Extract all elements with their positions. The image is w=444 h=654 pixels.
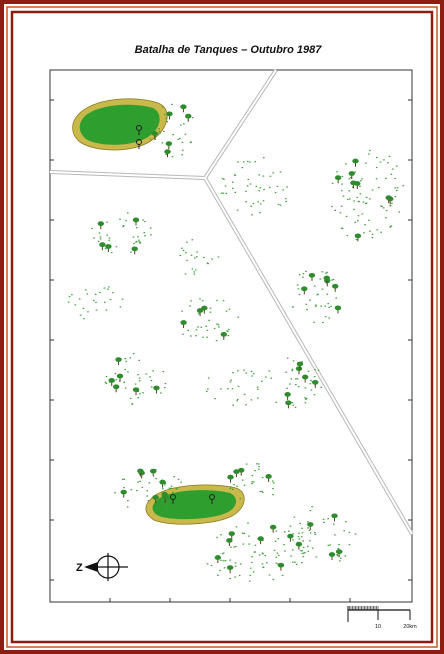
tree-icon bbox=[165, 141, 173, 150]
tree-icon bbox=[334, 175, 342, 184]
vegetation-cluster bbox=[91, 212, 152, 255]
tree-icon bbox=[285, 400, 292, 409]
tree-icon bbox=[159, 479, 166, 488]
tree-icon bbox=[328, 552, 336, 561]
tree-icon bbox=[350, 180, 357, 189]
tree-icon bbox=[97, 221, 105, 230]
vegetation-cluster bbox=[149, 103, 194, 158]
tree-icon bbox=[296, 361, 304, 370]
tree-icon bbox=[284, 392, 291, 400]
tree-icon bbox=[166, 111, 173, 120]
scale-label-20: 20km bbox=[403, 624, 417, 630]
tree-icon bbox=[312, 379, 319, 388]
tree-icon bbox=[287, 533, 294, 542]
tree-icon bbox=[185, 113, 192, 122]
tree-icon bbox=[153, 385, 160, 394]
tree-icon bbox=[180, 104, 187, 113]
tree-icon bbox=[385, 195, 392, 204]
vegetation-cluster bbox=[104, 353, 167, 405]
tree-icon bbox=[238, 467, 245, 476]
vegetation-cluster bbox=[220, 157, 288, 216]
tree-icon bbox=[226, 538, 233, 546]
tree-icon bbox=[164, 149, 171, 158]
tree-icon bbox=[295, 366, 303, 375]
tree-icon bbox=[151, 131, 159, 140]
tree-icon bbox=[105, 244, 112, 252]
tree-icon bbox=[152, 494, 159, 503]
tree-icon bbox=[352, 158, 359, 167]
tree-icon bbox=[99, 242, 106, 251]
tree-icon bbox=[269, 524, 277, 533]
scale-bar: 10 20km bbox=[347, 606, 417, 630]
vegetation-cluster bbox=[287, 506, 357, 562]
tree-icon bbox=[116, 373, 124, 382]
tree-icon bbox=[335, 549, 343, 558]
compass-rose: Z bbox=[76, 553, 128, 581]
lake-marker-icons bbox=[136, 125, 215, 504]
vegetation-cluster bbox=[331, 149, 405, 242]
tree-icon bbox=[132, 217, 140, 226]
tree-icon bbox=[354, 233, 362, 242]
tree-icon bbox=[115, 357, 122, 366]
tree-icon bbox=[226, 565, 234, 574]
tree-icon bbox=[214, 555, 222, 564]
inner-frame-dark bbox=[10, 10, 434, 644]
tree-icon bbox=[201, 305, 208, 314]
map-title: Batalha de Tanques – Outubro 1987 bbox=[135, 44, 323, 56]
vegetation-cluster bbox=[114, 468, 187, 514]
lake-north bbox=[72, 98, 168, 151]
tree-icon bbox=[227, 474, 234, 483]
tree-icon bbox=[301, 374, 309, 383]
vegetation-cluster bbox=[179, 239, 220, 275]
tree-icon bbox=[295, 541, 303, 550]
tree-icon bbox=[301, 286, 308, 295]
vegetation-cluster bbox=[180, 298, 239, 342]
tree-icon bbox=[332, 283, 339, 292]
tree-icon bbox=[220, 331, 227, 340]
tree-icon bbox=[331, 513, 338, 522]
lake-south bbox=[145, 484, 245, 525]
tree-icon bbox=[108, 378, 115, 386]
inner-frame bbox=[6, 6, 438, 648]
tree-icon bbox=[233, 469, 240, 478]
tree-icon bbox=[137, 468, 144, 477]
tree-icon bbox=[162, 494, 169, 503]
tree-icon bbox=[334, 305, 342, 314]
tree-icon bbox=[228, 531, 235, 540]
tree-icon bbox=[132, 387, 140, 396]
vegetation-cluster bbox=[265, 357, 323, 409]
tree-icon bbox=[180, 320, 187, 329]
scale-label-10: 10 bbox=[375, 624, 381, 630]
tree-icon bbox=[150, 468, 157, 477]
map-grid-ticks bbox=[50, 99, 412, 602]
vegetation-cluster bbox=[292, 270, 342, 324]
vegetation-layer bbox=[67, 103, 405, 582]
tree-icon bbox=[307, 522, 314, 530]
vegetation-cluster bbox=[67, 286, 124, 320]
compass-letter: Z bbox=[76, 562, 83, 574]
tree-icon bbox=[257, 536, 264, 545]
tree-icon bbox=[348, 171, 355, 180]
tree-icon bbox=[308, 272, 316, 281]
tree-icon bbox=[120, 489, 127, 498]
tree-icon bbox=[112, 384, 120, 393]
tree-icon bbox=[323, 275, 330, 284]
tree-icon bbox=[131, 246, 138, 255]
vegetation-cluster bbox=[206, 369, 263, 406]
compass-arrow-icon bbox=[84, 562, 98, 572]
tree-icon bbox=[277, 562, 285, 571]
tree-icon bbox=[265, 473, 272, 482]
vegetation-cluster bbox=[206, 522, 305, 582]
vegetation-cluster bbox=[227, 463, 275, 500]
